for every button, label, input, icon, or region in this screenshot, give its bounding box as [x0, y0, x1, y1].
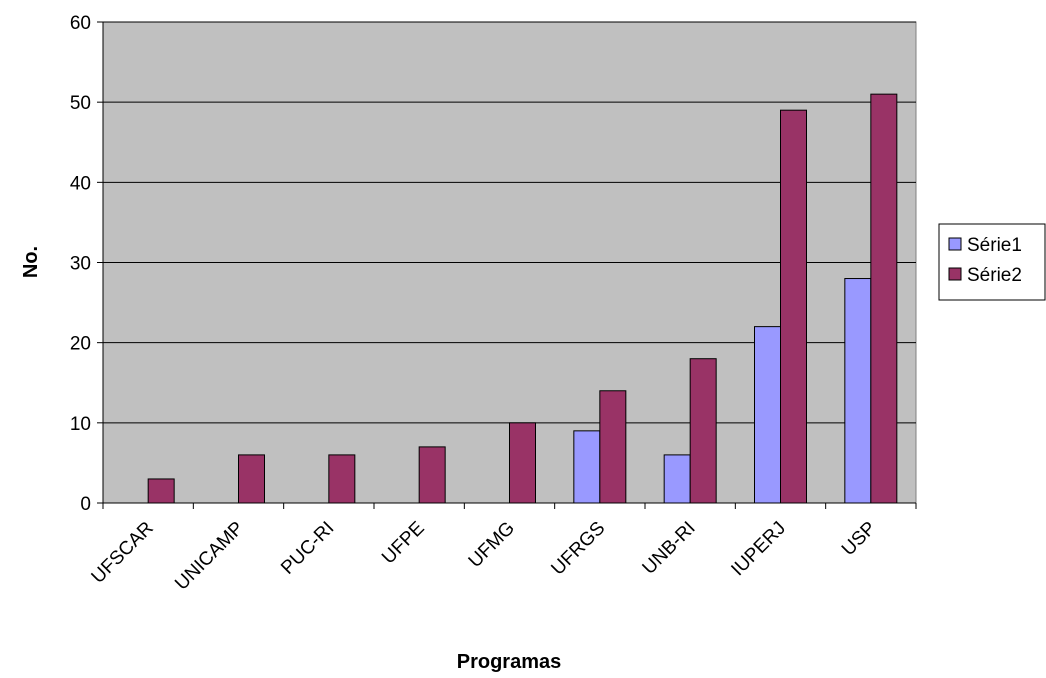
- y-tick-labels: 0 10 20 30 40 50 60: [70, 13, 91, 515]
- bar-Série2-UNB-RI: [689, 358, 717, 504]
- y-tick-label: 30: [70, 254, 91, 275]
- bar-Série2-PUC-RI: [328, 454, 356, 504]
- bar-Série1-USP: [844, 278, 872, 504]
- x-tick-labels: UFSCAR UNICAMP PUC-RI UFPE UFMG UFRGS UNB-RI IU…: [88, 518, 881, 595]
- x-tick-label: UNB-RI: [639, 518, 700, 579]
- bar-Série2-IUPERJ: [780, 109, 807, 504]
- x-tick-label: UFMG: [465, 518, 519, 572]
- x-tick-label: UNICAMP: [171, 518, 248, 595]
- y-axis-title: No.: [20, 246, 42, 278]
- bar-Série2-UFRGS: [599, 390, 627, 504]
- bar-Série1-IUPERJ: [754, 326, 781, 504]
- y-tick-label: 60: [70, 13, 91, 34]
- bar-Série2-UFPE: [418, 446, 446, 504]
- axes: [97, 21, 917, 509]
- bar-Série2-UFMG: [509, 422, 536, 504]
- x-axis-title: Programas: [457, 651, 562, 673]
- x-tick-label: USP: [838, 518, 880, 560]
- y-tick-label: 10: [70, 414, 91, 435]
- legend-swatch: [948, 267, 962, 281]
- x-tick-label: UFSCAR: [88, 518, 158, 588]
- legend: Série1 Série2: [938, 223, 1046, 301]
- bar-Série1-UNB-RI: [663, 454, 691, 504]
- bars: [147, 93, 898, 504]
- legend-box: [938, 223, 1046, 301]
- bar-Série2-USP: [870, 93, 898, 504]
- x-tick-label: UFPE: [378, 518, 429, 569]
- bar-Série2-UNICAMP: [238, 454, 265, 504]
- bar-Série2-UFSCAR: [147, 478, 175, 504]
- y-tick-label: 40: [70, 173, 91, 194]
- x-tick-label: PUC-RI: [277, 518, 338, 579]
- bar-Série1-UFRGS: [573, 430, 601, 504]
- x-tick-label: IUPERJ: [727, 518, 790, 581]
- y-tick-label: 50: [70, 93, 91, 114]
- y-tick-label: 20: [70, 334, 91, 355]
- legend-label: Série1: [967, 235, 1022, 256]
- x-tick-label: UFRGS: [547, 518, 609, 580]
- legend-swatch: [948, 237, 962, 251]
- legend-label: Série2: [967, 265, 1022, 286]
- y-tick-label: 0: [80, 494, 91, 515]
